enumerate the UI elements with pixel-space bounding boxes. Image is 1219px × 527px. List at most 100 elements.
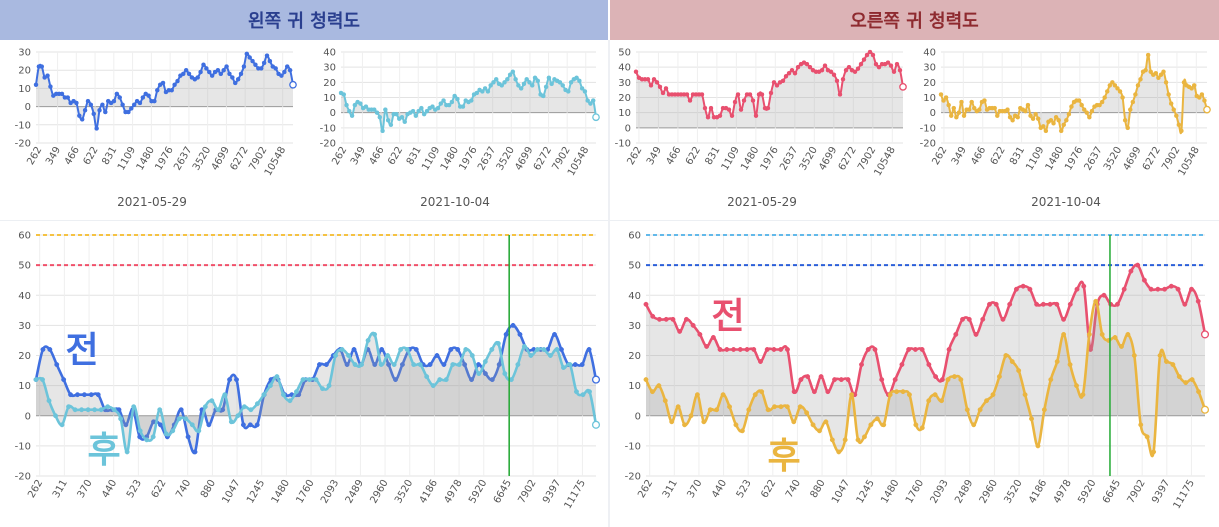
x-tick-label: 622: [684, 145, 703, 167]
data-point: [1163, 359, 1169, 364]
data-point: [684, 92, 690, 97]
data-point: [347, 108, 352, 114]
data-point: [933, 374, 939, 380]
series-area-fill: [36, 325, 596, 453]
data-point: [797, 404, 803, 410]
data-point: [1048, 118, 1054, 123]
data-point: [380, 128, 385, 134]
data-point: [1183, 380, 1189, 386]
data-point: [831, 72, 837, 77]
data-point: [528, 353, 534, 358]
data-point: [1051, 121, 1056, 126]
data-point: [633, 69, 639, 74]
data-point: [39, 64, 45, 69]
data-point: [1120, 95, 1125, 100]
data-point: [261, 60, 267, 66]
data-point: [448, 347, 454, 352]
data-point: [577, 78, 582, 84]
x-tick-label: 4699: [513, 145, 535, 173]
data-point: [489, 347, 495, 352]
data-point: [222, 392, 228, 398]
data-point: [552, 331, 557, 337]
x-tick-label: 3520: [393, 478, 415, 506]
data-point: [792, 70, 798, 76]
data-point: [413, 113, 419, 118]
data-point: [502, 371, 508, 377]
data-point: [282, 69, 287, 75]
data-point: [521, 81, 527, 87]
data-point: [417, 362, 423, 367]
data-point: [178, 407, 184, 413]
data-point: [1161, 69, 1166, 74]
data-point: [772, 404, 777, 410]
x-tick-label: 1245: [855, 478, 877, 506]
data-point: [867, 49, 873, 55]
x-tick-label: 622: [82, 145, 101, 167]
data-point: [79, 117, 85, 122]
x-tick-label: 1976: [1063, 145, 1085, 173]
data-point: [488, 83, 493, 88]
y-tick-label: 20: [618, 93, 631, 104]
x-tick-label: 880: [809, 478, 828, 500]
data-point: [196, 428, 202, 434]
data-point: [1119, 344, 1124, 349]
data-point: [155, 87, 160, 93]
data-point: [1138, 422, 1144, 428]
data-point: [1166, 92, 1171, 97]
data-point: [215, 407, 221, 413]
data-point: [654, 80, 660, 85]
data-point: [590, 98, 596, 103]
data-point: [951, 374, 957, 380]
data-point: [307, 377, 312, 383]
y-tick-label: 40: [18, 291, 31, 302]
data-point: [1054, 359, 1060, 364]
data-point: [469, 377, 475, 383]
data-point: [172, 82, 177, 88]
data-point: [1101, 292, 1107, 298]
right-ear-title: 오른쪽 귀 청력도: [610, 0, 1219, 40]
data-point: [572, 362, 578, 367]
data-point: [939, 398, 945, 404]
data-point: [393, 377, 398, 383]
data-point: [804, 61, 810, 67]
data-point: [582, 89, 588, 94]
y-tick-label: 10: [923, 93, 936, 104]
data-point: [894, 389, 900, 395]
data-point: [517, 331, 523, 337]
data-point: [201, 62, 206, 67]
left-ear-title: 왼쪽 귀 청력도: [0, 0, 608, 40]
data-point: [460, 104, 466, 109]
data-point: [1105, 89, 1110, 94]
data-point: [1035, 116, 1041, 121]
data-point: [300, 377, 306, 383]
data-point: [1174, 113, 1179, 118]
data-point: [532, 75, 538, 81]
data-point: [218, 71, 224, 77]
data-point: [966, 316, 972, 322]
data-point: [209, 398, 215, 404]
data-point: [864, 52, 870, 58]
data-point: [114, 91, 120, 97]
data-point: [1162, 286, 1168, 292]
data-point: [85, 98, 91, 104]
data-point: [1141, 277, 1147, 283]
data-point: [541, 93, 546, 99]
data-point: [1061, 331, 1067, 337]
data-point: [876, 64, 882, 70]
data-point: [1110, 80, 1115, 85]
data-point: [502, 80, 507, 85]
data-point: [476, 371, 482, 377]
data-point: [1112, 334, 1118, 340]
data-point: [344, 102, 349, 108]
data-point: [198, 69, 203, 75]
x-tick-label: 9397: [1150, 478, 1172, 506]
data-point: [294, 389, 299, 395]
data-point: [1061, 316, 1067, 322]
data-point: [1163, 80, 1169, 85]
x-tick-label: 349: [349, 145, 368, 167]
data-point: [253, 62, 258, 67]
data-point: [913, 422, 919, 428]
data-point: [750, 98, 756, 103]
data-point: [1005, 107, 1010, 112]
data-point: [1200, 330, 1210, 339]
